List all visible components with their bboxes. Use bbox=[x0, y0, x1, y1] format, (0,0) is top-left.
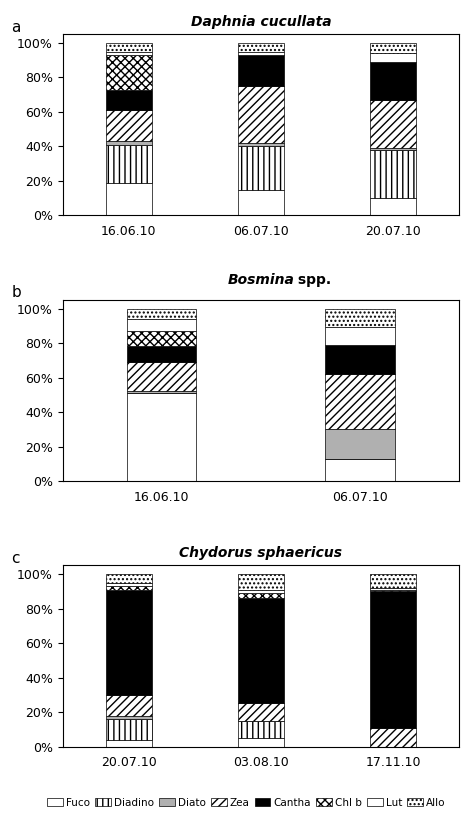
Bar bbox=[370, 100, 416, 148]
Legend: Fuco, Diadino, Diato, Zea, Cantha, Chl b, Lut, Allo: Fuco, Diadino, Diato, Zea, Cantha, Chl b… bbox=[43, 793, 450, 812]
Text: Bosmina: Bosmina bbox=[228, 273, 294, 288]
Bar bbox=[127, 309, 197, 319]
Bar bbox=[106, 145, 152, 183]
Bar bbox=[106, 590, 152, 694]
Bar bbox=[127, 391, 197, 393]
Bar bbox=[106, 574, 152, 583]
Bar bbox=[370, 728, 416, 747]
Bar bbox=[325, 374, 395, 429]
Bar bbox=[238, 593, 284, 598]
Bar bbox=[325, 309, 395, 328]
Bar bbox=[238, 55, 284, 86]
Text: spp.: spp. bbox=[293, 273, 331, 288]
Title: Chydorus sphaericus: Chydorus sphaericus bbox=[179, 546, 342, 560]
Bar bbox=[238, 43, 284, 51]
Bar bbox=[106, 586, 152, 590]
Bar bbox=[370, 150, 416, 199]
Bar bbox=[127, 331, 197, 346]
Bar bbox=[106, 583, 152, 586]
Bar bbox=[325, 328, 395, 345]
Bar bbox=[238, 703, 284, 721]
Bar bbox=[325, 345, 395, 374]
Bar bbox=[370, 43, 416, 53]
Bar bbox=[106, 716, 152, 719]
Bar bbox=[370, 590, 416, 592]
Bar bbox=[370, 574, 416, 588]
Bar bbox=[370, 148, 416, 150]
Bar bbox=[106, 43, 152, 51]
Bar bbox=[238, 738, 284, 747]
Bar bbox=[238, 574, 284, 590]
Bar bbox=[127, 319, 197, 331]
Bar bbox=[370, 53, 416, 62]
Text: a: a bbox=[11, 20, 20, 35]
Bar bbox=[370, 592, 416, 728]
Bar bbox=[238, 190, 284, 216]
Bar bbox=[238, 51, 284, 55]
Text: c: c bbox=[11, 551, 20, 566]
Bar bbox=[325, 429, 395, 458]
Bar bbox=[106, 51, 152, 55]
Bar bbox=[127, 362, 197, 391]
Bar bbox=[325, 458, 395, 481]
Bar bbox=[106, 694, 152, 716]
Bar bbox=[127, 346, 197, 362]
Bar bbox=[106, 739, 152, 747]
Bar bbox=[106, 141, 152, 145]
Bar bbox=[127, 393, 197, 481]
Bar bbox=[238, 146, 284, 190]
Title: Daphnia cucullata: Daphnia cucullata bbox=[191, 15, 331, 29]
Bar bbox=[238, 86, 284, 143]
Bar bbox=[238, 143, 284, 146]
Bar bbox=[106, 90, 152, 110]
Bar bbox=[238, 721, 284, 738]
Bar bbox=[106, 719, 152, 739]
Bar bbox=[106, 183, 152, 216]
Bar bbox=[370, 199, 416, 216]
Bar bbox=[370, 62, 416, 100]
Bar bbox=[106, 55, 152, 90]
Text: b: b bbox=[11, 285, 21, 301]
Bar bbox=[238, 590, 284, 593]
Bar bbox=[370, 588, 416, 590]
Bar bbox=[106, 110, 152, 141]
Bar bbox=[238, 598, 284, 703]
